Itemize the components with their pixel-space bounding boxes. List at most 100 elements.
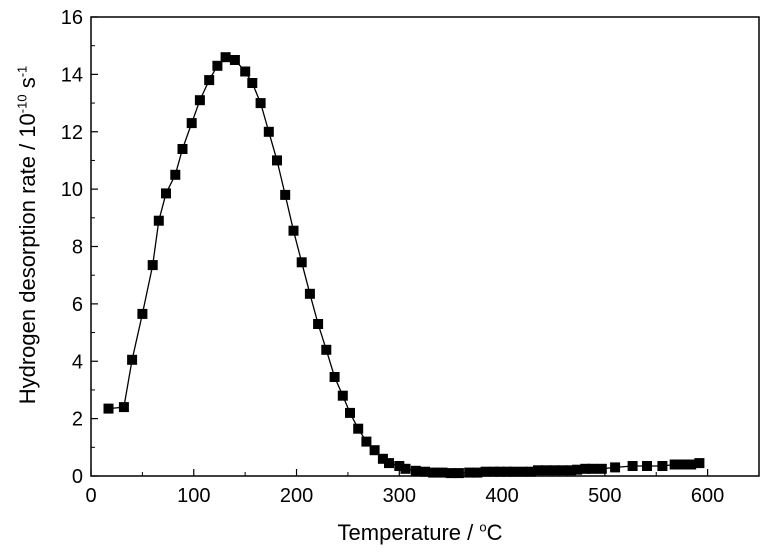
data-point bbox=[572, 464, 583, 475]
data-point bbox=[502, 466, 513, 477]
data-point bbox=[296, 257, 307, 268]
axis-tick-labels: 0 100 200 300 400 500 600 0 2 4 6 8 10 12 14 16 bbox=[61, 7, 725, 507]
data-point bbox=[147, 260, 158, 271]
data-point bbox=[596, 463, 607, 474]
data-point bbox=[587, 463, 598, 474]
data-point bbox=[445, 468, 456, 479]
series-markers bbox=[103, 52, 705, 479]
data-point bbox=[329, 372, 340, 382]
data-point bbox=[229, 55, 240, 65]
data-point bbox=[177, 144, 188, 154]
data-point bbox=[127, 354, 138, 365]
x-tick-label: 300 bbox=[383, 485, 416, 507]
data-point bbox=[304, 288, 315, 299]
data-point bbox=[428, 467, 439, 478]
data-point bbox=[610, 462, 621, 473]
y-axis-label-unit-exponent: -1 bbox=[14, 65, 30, 78]
x-axis-label: Temperature / oC bbox=[260, 520, 580, 546]
data-point bbox=[137, 308, 148, 319]
data-point bbox=[194, 95, 205, 106]
data-point bbox=[669, 459, 680, 470]
data-point bbox=[170, 169, 181, 180]
y-tick-label: 14 bbox=[61, 64, 83, 86]
data-point bbox=[377, 453, 388, 464]
data-point bbox=[212, 60, 223, 71]
data-point bbox=[453, 468, 464, 479]
data-point bbox=[679, 459, 689, 470]
data-point bbox=[272, 155, 282, 166]
data-point bbox=[263, 126, 274, 137]
x-tick-label: 0 bbox=[85, 485, 96, 507]
axis-ticks bbox=[90, 16, 709, 477]
plot-frame bbox=[90, 16, 760, 477]
data-point bbox=[517, 466, 528, 477]
data-point bbox=[508, 466, 519, 477]
data-point bbox=[220, 52, 231, 63]
x-tick-label: 100 bbox=[177, 485, 210, 507]
y-tick-label: 10 bbox=[61, 179, 83, 201]
data-point bbox=[627, 461, 638, 471]
data-point bbox=[186, 118, 197, 129]
y-tick-label: 6 bbox=[72, 294, 83, 316]
data-point bbox=[353, 423, 364, 434]
data-point bbox=[288, 225, 299, 236]
data-point bbox=[369, 445, 380, 456]
data-point bbox=[642, 461, 652, 471]
data-point bbox=[255, 98, 266, 109]
data-point bbox=[565, 465, 576, 476]
data-point bbox=[549, 465, 560, 476]
data-point bbox=[103, 403, 114, 414]
y-tick-label: 16 bbox=[61, 7, 83, 29]
y-tick-label: 0 bbox=[72, 466, 83, 488]
data-point bbox=[153, 215, 164, 226]
data-point bbox=[204, 75, 215, 86]
x-tick-label: 400 bbox=[485, 485, 518, 507]
data-point bbox=[313, 319, 324, 329]
data-point bbox=[694, 458, 705, 469]
data-point bbox=[345, 407, 355, 418]
data-point bbox=[488, 466, 499, 477]
data-point bbox=[525, 466, 536, 477]
data-point bbox=[337, 390, 348, 401]
data-point bbox=[384, 458, 394, 469]
data-point bbox=[361, 436, 372, 447]
data-point bbox=[420, 466, 430, 477]
data-point bbox=[480, 466, 491, 477]
y-axis-label-unit: s bbox=[15, 77, 40, 95]
y-axis-label-text: Hydrogen desorption rate / 10 bbox=[15, 113, 40, 405]
data-point bbox=[686, 459, 697, 470]
data-point bbox=[247, 78, 258, 88]
x-tick-label: 200 bbox=[280, 485, 313, 507]
series-line bbox=[108, 56, 700, 474]
data-point bbox=[280, 189, 291, 200]
y-tick-label: 8 bbox=[72, 237, 83, 259]
data-point bbox=[161, 188, 171, 199]
data-point bbox=[657, 461, 668, 471]
x-tick-label: 600 bbox=[691, 485, 724, 507]
data-point bbox=[495, 466, 505, 477]
data-point bbox=[472, 467, 483, 478]
x-axis-label-degree: o bbox=[479, 519, 487, 535]
x-axis-label-text: Temperature / bbox=[337, 520, 480, 545]
data-point bbox=[580, 463, 591, 474]
data-point bbox=[400, 463, 411, 474]
y-tick-label: 12 bbox=[61, 122, 83, 144]
y-axis-label-exponent: -10 bbox=[14, 94, 30, 114]
data-point bbox=[557, 465, 568, 476]
y-axis-label: Hydrogen desorption rate / 10-10 s-1 bbox=[15, 66, 41, 405]
x-tick-label: 500 bbox=[588, 485, 621, 507]
data-point bbox=[240, 66, 251, 77]
data-point bbox=[437, 467, 448, 478]
data-point bbox=[118, 402, 129, 413]
data-point bbox=[533, 465, 543, 476]
data-point bbox=[541, 465, 552, 476]
y-axis-label-area: Hydrogen desorption rate / 10-10 s-1 bbox=[12, 20, 44, 450]
data-point bbox=[410, 465, 421, 476]
y-tick-label: 2 bbox=[72, 409, 83, 431]
data-point bbox=[321, 344, 332, 355]
data-point bbox=[394, 461, 405, 471]
y-tick-label: 4 bbox=[72, 351, 83, 373]
data-point bbox=[464, 467, 475, 478]
x-axis-label-unit: C bbox=[486, 520, 503, 545]
